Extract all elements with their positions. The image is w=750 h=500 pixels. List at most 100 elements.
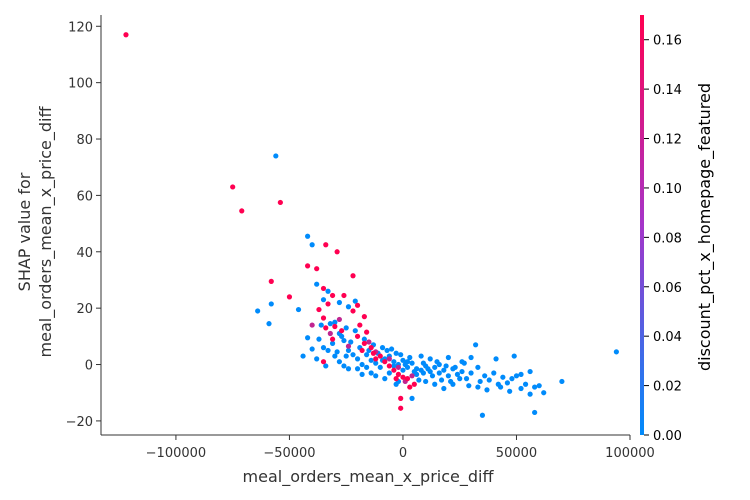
colorbar-tick-label: 0.06 [653, 281, 682, 296]
scatter-point [479, 412, 486, 418]
y-tick-label: −20 [66, 415, 93, 430]
scatter-point [468, 354, 474, 361]
scatter-point [309, 322, 315, 328]
scatter-point [364, 364, 370, 370]
scatter-point [354, 333, 361, 339]
scatter-point [459, 368, 465, 375]
scatter-point [400, 374, 406, 380]
scatter-point [436, 370, 442, 376]
scatter-point [391, 367, 397, 373]
x-axis-ticks: −100000 −50000 0 50000 100000 [146, 435, 655, 461]
scatter-point [361, 336, 367, 342]
scatter-point [320, 297, 327, 303]
scatter-point [316, 336, 322, 342]
scatter-point [345, 347, 352, 354]
scatter-point [391, 363, 397, 369]
scatter-point [332, 319, 338, 325]
scatter-point [352, 328, 358, 334]
scatter-point [398, 395, 404, 401]
scatter-point [482, 373, 488, 379]
scatter-point [320, 345, 327, 351]
y-tick-label: 0 [85, 359, 93, 374]
scatter-point [345, 366, 352, 372]
scatter-point [393, 376, 399, 382]
scatter-point [329, 336, 336, 342]
scatter-point [268, 278, 274, 284]
scatter-point [445, 373, 451, 379]
colorbar-tick-label: 0.04 [653, 330, 682, 345]
scatter-point [354, 302, 361, 308]
scatter-point [368, 370, 374, 376]
scatter-point [277, 199, 283, 206]
scatter-point [379, 345, 386, 351]
scatter-point [373, 373, 379, 379]
scatter-point [364, 329, 370, 335]
scatter-point [409, 395, 415, 401]
scatter-point [452, 364, 458, 370]
scatter-point [320, 359, 327, 365]
scatter-point [350, 352, 356, 358]
scatter-point [361, 314, 367, 320]
scatter-point [413, 371, 420, 377]
scatter-point [320, 315, 327, 321]
scatter-point [348, 339, 354, 345]
scatter-point [309, 346, 315, 352]
scatter-point [425, 366, 431, 372]
scatter-point [327, 330, 333, 337]
scatter-point [484, 387, 490, 393]
scatter-point [336, 359, 342, 365]
colorbar-tick-label: 0.14 [653, 83, 682, 98]
scatter-point [314, 266, 320, 272]
scatter-point [400, 367, 406, 373]
scatter-point [350, 273, 356, 279]
scatter-point [364, 352, 370, 358]
scatter-point [266, 321, 272, 327]
scatter-point [457, 376, 463, 382]
scatter-point [305, 335, 311, 341]
scatter-point [443, 363, 449, 369]
scatter-point [445, 354, 451, 361]
x-axis-title: meal_orders_mean_x_price_diff [243, 467, 495, 487]
colorbar-tick-label: 0.12 [653, 133, 682, 148]
scatter-point [448, 378, 454, 385]
scatter-point [273, 153, 279, 159]
scatter-point [386, 363, 392, 369]
scatter-point [477, 378, 483, 385]
scatter-point [393, 381, 399, 387]
scatter-point [352, 298, 358, 304]
scatter-point [416, 377, 422, 383]
scatter-point [334, 249, 340, 255]
scatter-point [373, 356, 379, 362]
scatter-point [398, 352, 404, 358]
scatter-point [407, 384, 413, 390]
scatter-point [411, 381, 417, 387]
y-tick-label: 120 [68, 20, 93, 35]
scatter-point [507, 388, 513, 394]
y-tick-label: 40 [76, 246, 93, 261]
scatter-point [513, 373, 520, 379]
scatter-point [461, 360, 467, 366]
scatter-point [468, 370, 474, 376]
scatter-point [345, 343, 352, 349]
scatter-point [409, 360, 415, 366]
scatter-point [255, 308, 261, 314]
scatter-point [334, 349, 340, 355]
y-tick-label: 20 [76, 302, 93, 317]
scatter-point [404, 376, 411, 382]
scatter-point [475, 384, 481, 390]
scatter-point [336, 299, 342, 306]
scatter-point [466, 383, 472, 389]
scatter-point [354, 356, 361, 362]
y-tick-label: 80 [76, 133, 93, 148]
scatter-point [332, 323, 338, 330]
scatter-point [386, 370, 392, 376]
scatter-point [320, 285, 327, 292]
scatter-point [518, 385, 524, 392]
scatter-point [384, 347, 390, 354]
scatter-point [511, 353, 517, 359]
scatter-point [370, 350, 377, 356]
scatter-point [368, 345, 374, 351]
scatter-point [309, 242, 315, 248]
colorbar-ticks: 0.00 0.02 0.04 0.06 0.08 0.10 0.12 0.14 0.16 [644, 34, 682, 444]
y-tick-label: 60 [76, 189, 93, 204]
